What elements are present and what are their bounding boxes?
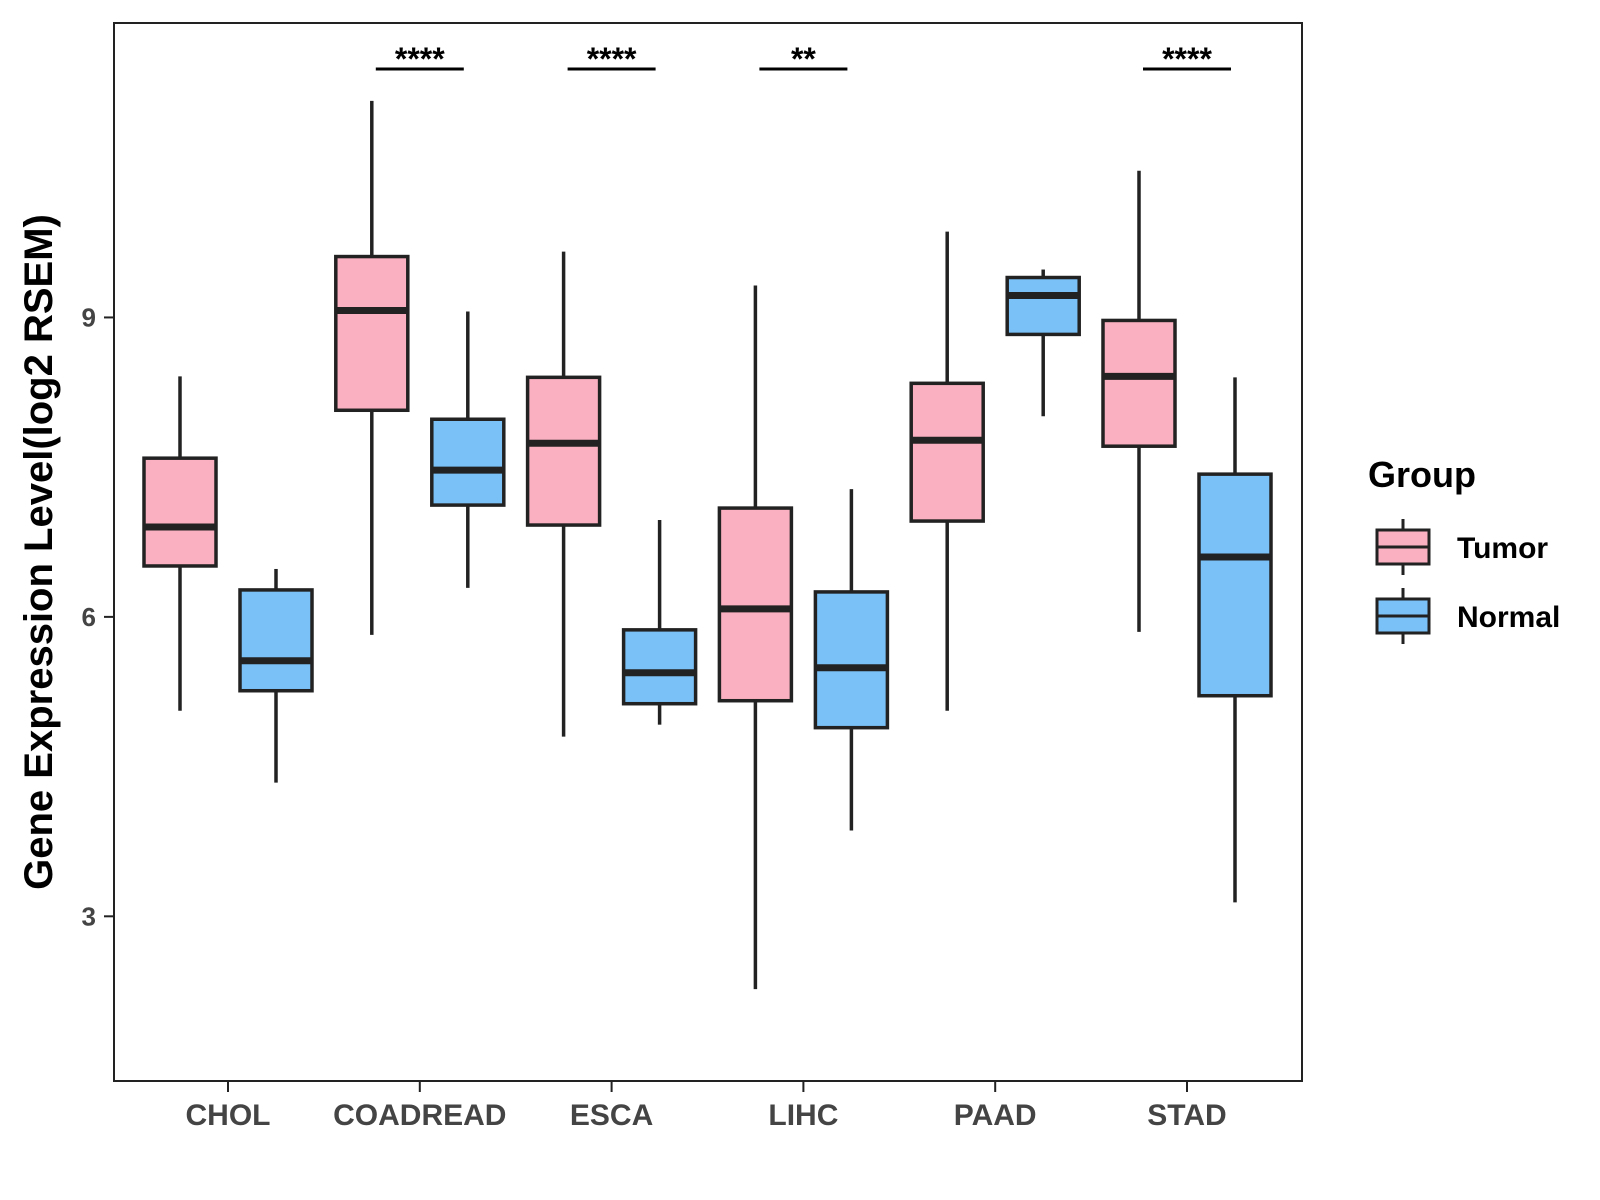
legend: Group Tumor Normal: [1368, 454, 1560, 644]
y-tick-label: 6: [82, 602, 96, 632]
legend-label-tumor: Tumor: [1457, 532, 1548, 565]
significance-label-esca: ****: [587, 41, 637, 77]
box-normal-coadread: [430, 311, 506, 588]
box-tumor-chol: [142, 376, 218, 711]
box-tumor-stad: [1101, 170, 1177, 632]
x-tick-label-paad: PAAD: [954, 1099, 1037, 1132]
x-tick-label-esca: ESCA: [570, 1099, 653, 1132]
x-axis: CHOL COADREAD ESCA LIHC PAAD STAD: [186, 1081, 1227, 1132]
significance-label-lihc: **: [791, 41, 816, 77]
legend-key-tumor: [1375, 519, 1431, 575]
x-tick-label-coadread: COADREAD: [333, 1099, 506, 1132]
y-axis-title: Gene Expression Level(log2 RSEM): [17, 214, 61, 890]
legend-title: Group: [1368, 454, 1476, 495]
box-tumor-coadread: [334, 100, 410, 635]
legend-label-normal: Normal: [1457, 601, 1560, 634]
significance-layer: **** **** ** ****: [375, 41, 1231, 77]
box-iqr: [813, 590, 890, 730]
box-iqr: [238, 588, 314, 693]
legend-key-normal: [1375, 588, 1431, 644]
x-tick-label-lihc: LIHC: [768, 1099, 838, 1132]
box-iqr: [909, 381, 985, 523]
box-iqr: [1197, 472, 1273, 698]
y-axis: 3 6 9: [82, 302, 114, 931]
box-normal-esca: [621, 520, 698, 725]
box-iqr: [1101, 318, 1177, 448]
box-iqr: [621, 628, 698, 706]
box-tumor-paad: [909, 231, 985, 711]
significance-label-coadread: ****: [395, 41, 445, 77]
significance-label-stad: ****: [1162, 41, 1212, 77]
box-normal-stad: [1197, 377, 1273, 903]
box-iqr: [1005, 275, 1081, 337]
x-tick-label-stad: STAD: [1147, 1099, 1226, 1132]
y-tick-label: 3: [82, 901, 96, 931]
box-normal-chol: [238, 568, 314, 783]
box-iqr: [525, 375, 602, 527]
box-iqr: [430, 417, 506, 507]
box-tumor-esca: [525, 251, 602, 737]
box-tumor-lihc: [717, 285, 794, 990]
box-normal-paad: [1005, 269, 1081, 417]
x-tick-label-chol: CHOL: [186, 1099, 271, 1132]
box-iqr: [142, 456, 218, 568]
box-iqr: [334, 254, 410, 413]
y-tick-label: 9: [82, 302, 96, 332]
boxes-layer: [142, 100, 1273, 990]
box-normal-lihc: [813, 489, 890, 831]
plot-panel: [113, 22, 1303, 1082]
box-iqr: [717, 506, 794, 703]
